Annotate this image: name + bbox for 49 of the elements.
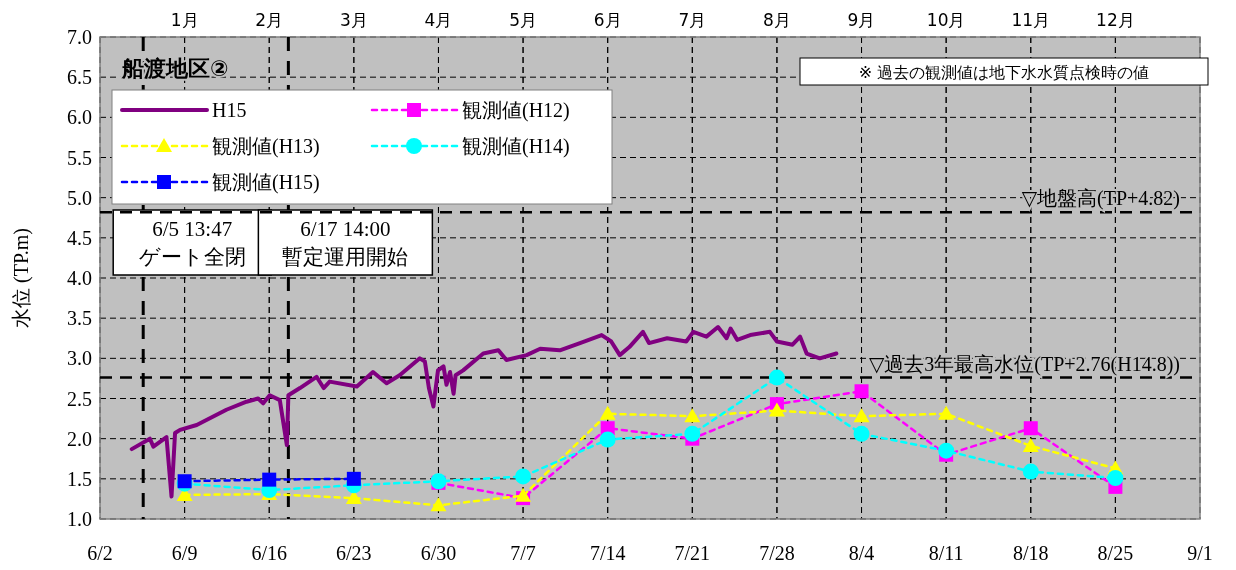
x2-tick-label: 5月 [509, 10, 537, 30]
x-tick-label: 7/21 [674, 542, 711, 564]
x-tick-label: 6/9 [171, 542, 198, 564]
y-tick-label: 1.0 [67, 508, 92, 530]
y-tick-label: 4.0 [67, 267, 92, 289]
x-tick-label: 6/30 [420, 542, 457, 564]
x2-tick-label: 11月 [1011, 10, 1051, 30]
x-tick-label: 7/28 [759, 542, 795, 564]
x-tick-label: 7/7 [510, 542, 536, 564]
y-tick-label: 1.5 [67, 467, 92, 490]
y-tick-label: 2.5 [67, 387, 92, 410]
x2-tick-label: 7月 [678, 10, 707, 30]
x-tick-label: 8/4 [848, 542, 875, 564]
y-tick-label: 4.5 [67, 226, 92, 249]
x2-tick-label: 12月 [1096, 10, 1135, 30]
legend-label: 観測値(H15) [212, 171, 320, 194]
x2-tick-label: 8月 [763, 10, 791, 30]
ref-line-label: 6/5 13:47 ゲート全閉 [138, 217, 246, 269]
x2-tick-label: 2月 [255, 10, 284, 30]
x-tick-label: 8/25 [1097, 542, 1134, 564]
x-tick-label: 9/1 [1187, 542, 1213, 564]
x2-tick-label: 10月 [926, 10, 966, 30]
x-tick-label: 6/2 [87, 542, 113, 564]
x2-tick-label: 6月 [593, 10, 622, 30]
x2-tick-label: 4月 [424, 10, 453, 30]
y-tick-label: 7.0 [67, 26, 92, 48]
y-tick-label: 3.0 [67, 347, 92, 370]
x-tick-label: 6/16 [251, 542, 288, 564]
y-tick-label: 6.0 [67, 106, 92, 129]
ref-line-label: 6/17 14:00 暫定運用開始 [282, 217, 409, 269]
legend-label: 観測値(H12) [462, 99, 570, 122]
annotation: ※ 過去の観測値は地下水水質点検時の値 [858, 63, 1150, 82]
ref-line-label: ▽過去3年最高水位(TP+2.76(H14.8)) [868, 352, 1180, 376]
y-tick-label: 5.0 [67, 186, 92, 209]
y-tick-label: 5.5 [67, 146, 92, 169]
y-tick-label: 2.0 [67, 427, 92, 450]
x-tick-label: 8/18 [1012, 542, 1049, 564]
legend-label: 観測値(H13) [212, 135, 320, 158]
x-tick-label: 7/14 [589, 542, 626, 564]
x2-tick-label: 3月 [339, 10, 368, 30]
x-tick-label: 6/23 [336, 542, 372, 564]
x-tick-label: 8/11 [928, 542, 964, 564]
legend-label: H15 [212, 99, 247, 121]
legend-label: 観測値(H14) [462, 135, 570, 158]
y-tick-label: 3.5 [67, 307, 92, 330]
y-tick-label: 6.5 [67, 66, 92, 89]
x2-tick-label: 1月 [170, 10, 199, 30]
x2-tick-label: 9月 [847, 10, 876, 30]
y-axis-title: 水位 (TP.m) [10, 228, 33, 328]
